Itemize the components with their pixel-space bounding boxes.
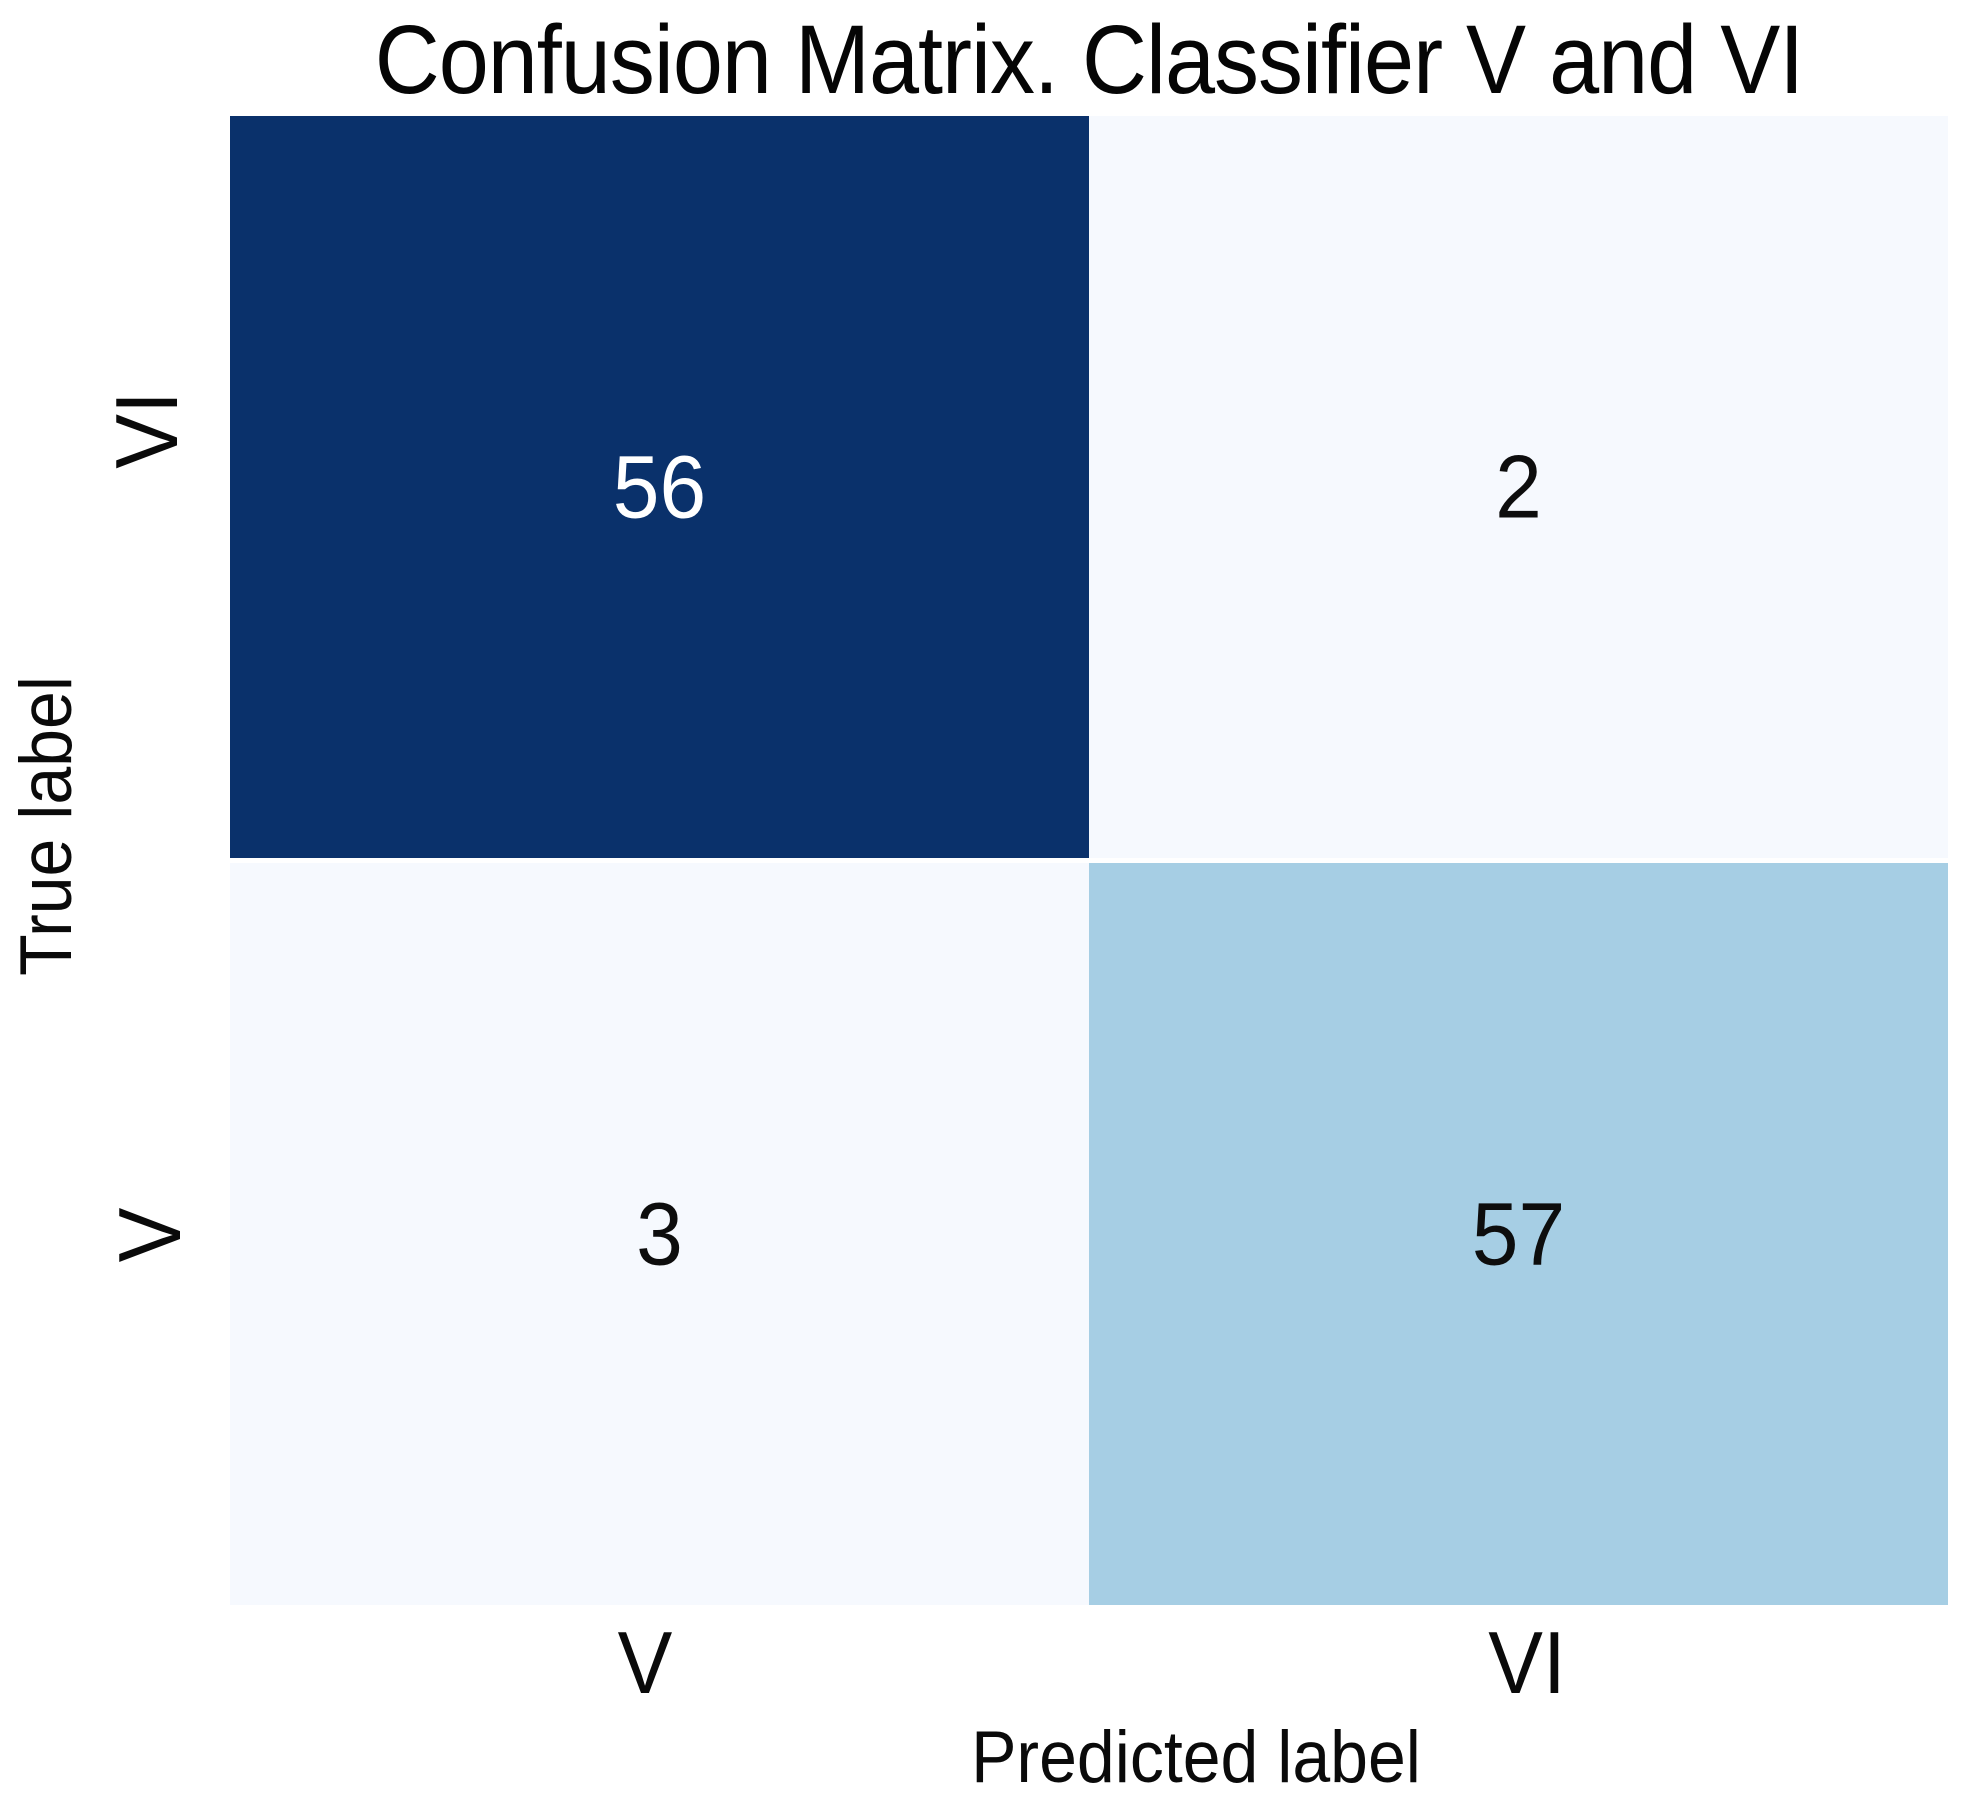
x-tick-vi: VI — [1488, 1614, 1566, 1713]
matrix-cell-true-vi-pred-v: 56 — [230, 116, 1089, 858]
y-tick-v: V — [101, 1207, 200, 1263]
x-axis-label: Predicted label — [971, 1715, 1421, 1799]
cell-value: 2 — [1495, 437, 1542, 537]
cell-value: 57 — [1471, 1184, 1566, 1284]
y-axis-label: True label — [4, 676, 88, 976]
chart-title: Confusion Matrix. Classifier V and VI — [374, 6, 1805, 115]
matrix-cell-true-v-pred-vi: 57 — [1089, 863, 1948, 1605]
matrix-cell-true-v-pred-v: 3 — [230, 863, 1089, 1605]
y-tick-vi: VI — [98, 391, 197, 469]
matrix-cell-true-vi-pred-vi: 2 — [1089, 116, 1948, 858]
cell-value: 56 — [612, 437, 707, 537]
heatmap-grid: 56 2 3 57 — [230, 116, 1948, 1605]
cell-value: 3 — [636, 1184, 683, 1284]
x-tick-v: V — [617, 1614, 673, 1713]
